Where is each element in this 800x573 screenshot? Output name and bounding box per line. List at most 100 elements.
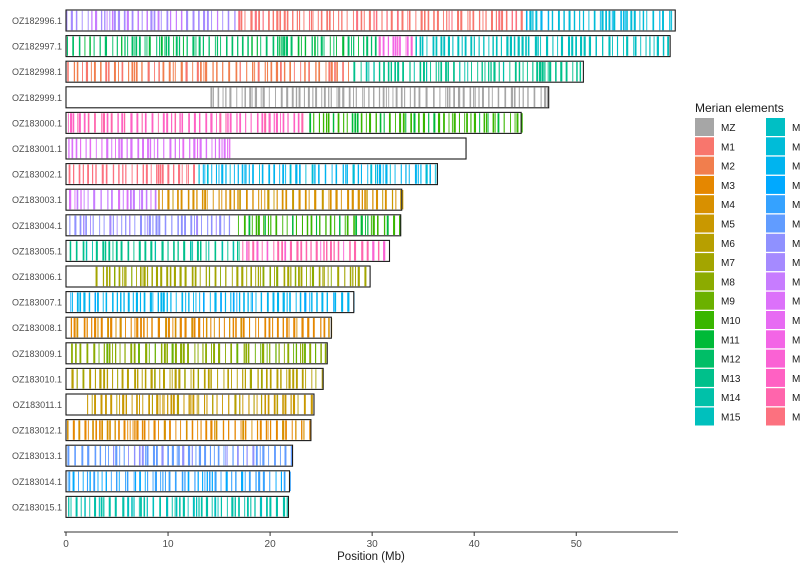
element-stripe	[80, 138, 82, 159]
element-stripe	[156, 36, 158, 56]
element-stripe	[312, 87, 314, 107]
element-stripe	[328, 318, 330, 338]
element-stripe	[346, 215, 349, 235]
element-stripe	[83, 292, 86, 312]
element-stripe	[640, 36, 642, 56]
element-stripe	[78, 113, 81, 133]
legend-label: M18	[792, 162, 800, 173]
element-stripe	[213, 87, 214, 107]
element-stripe	[295, 369, 298, 389]
element-stripe	[275, 497, 278, 517]
element-stripe	[320, 36, 323, 56]
element-stripe	[282, 292, 285, 312]
element-stripe	[93, 343, 96, 363]
element-stripe	[248, 241, 250, 261]
element-stripe	[405, 113, 407, 133]
element-stripe	[333, 241, 335, 261]
element-stripe	[245, 343, 248, 363]
element-stripe	[405, 36, 407, 56]
element-stripe	[205, 343, 207, 363]
element-stripe	[230, 292, 232, 312]
element-stripe	[83, 318, 86, 338]
element-stripe	[182, 446, 185, 466]
element-stripe	[102, 292, 104, 312]
element-stripe	[437, 113, 441, 133]
element-stripe	[572, 62, 574, 82]
chromosome-label: OZ183006.1	[12, 272, 62, 282]
element-stripe	[211, 164, 213, 184]
element-stripe	[193, 164, 195, 184]
element-stripe	[301, 369, 304, 389]
element-stripe	[179, 266, 182, 287]
element-stripe	[218, 343, 221, 363]
element-stripe	[205, 318, 208, 338]
element-stripe	[309, 292, 311, 312]
element-stripe	[134, 420, 136, 440]
element-stripe	[115, 471, 118, 491]
element-stripe	[237, 215, 239, 235]
element-stripe	[246, 497, 249, 517]
element-stripe	[321, 87, 323, 107]
element-stripe	[94, 369, 96, 389]
element-stripe	[293, 62, 295, 82]
element-stripe	[443, 36, 446, 56]
element-stripe	[192, 36, 195, 56]
element-stripe	[66, 10, 68, 31]
element-stripe	[274, 87, 276, 107]
element-stripe	[191, 446, 193, 466]
element-stripe	[325, 215, 327, 235]
element-stripe	[399, 36, 401, 56]
element-stripe	[245, 420, 247, 440]
element-stripe	[165, 36, 168, 56]
element-stripe	[222, 62, 224, 82]
element-stripe	[87, 164, 89, 184]
element-stripe	[95, 138, 97, 159]
element-stripe	[152, 446, 155, 466]
element-stripe	[292, 394, 296, 415]
element-stripe	[255, 318, 257, 338]
element-stripe	[290, 36, 293, 56]
element-stripe	[185, 292, 187, 312]
element-stripe	[286, 87, 289, 107]
element-stripe	[353, 36, 355, 56]
element-stripe	[309, 113, 312, 133]
legend-item: M25	[766, 291, 800, 310]
element-stripe	[435, 36, 438, 56]
element-stripe	[370, 215, 372, 235]
element-stripe	[355, 215, 358, 235]
chromosome-row: OZ183008.1	[12, 316, 333, 339]
element-stripe	[141, 10, 143, 31]
element-stripe	[245, 113, 247, 133]
element-stripe	[122, 190, 124, 210]
chromosome-label: OZ183001.1	[12, 144, 62, 154]
element-stripe	[139, 215, 143, 235]
element-stripe	[148, 215, 151, 235]
element-stripe	[289, 62, 292, 82]
element-stripe	[218, 190, 220, 210]
element-stripe	[318, 62, 321, 82]
element-stripe	[360, 62, 362, 82]
element-stripe	[84, 420, 87, 440]
element-stripe	[248, 394, 250, 415]
element-stripe	[225, 471, 228, 491]
element-stripe	[560, 36, 564, 56]
element-stripe	[233, 190, 235, 210]
element-stripe	[83, 113, 86, 133]
element-stripe	[435, 62, 437, 82]
chromosome-outline	[65, 35, 671, 58]
element-stripe	[257, 62, 260, 82]
element-stripe	[176, 394, 180, 415]
element-stripe	[163, 394, 165, 415]
element-stripe	[68, 164, 71, 184]
element-stripe	[400, 190, 402, 210]
element-stripe	[366, 36, 369, 56]
element-stripe	[257, 215, 260, 235]
element-stripe	[120, 292, 122, 312]
element-stripe	[94, 318, 97, 338]
element-stripe	[317, 36, 319, 56]
legend-item: M15	[695, 407, 741, 426]
chromosome-outline	[65, 60, 584, 83]
element-stripe	[246, 241, 248, 261]
element-stripe	[426, 62, 428, 82]
element-stripe	[241, 87, 243, 107]
